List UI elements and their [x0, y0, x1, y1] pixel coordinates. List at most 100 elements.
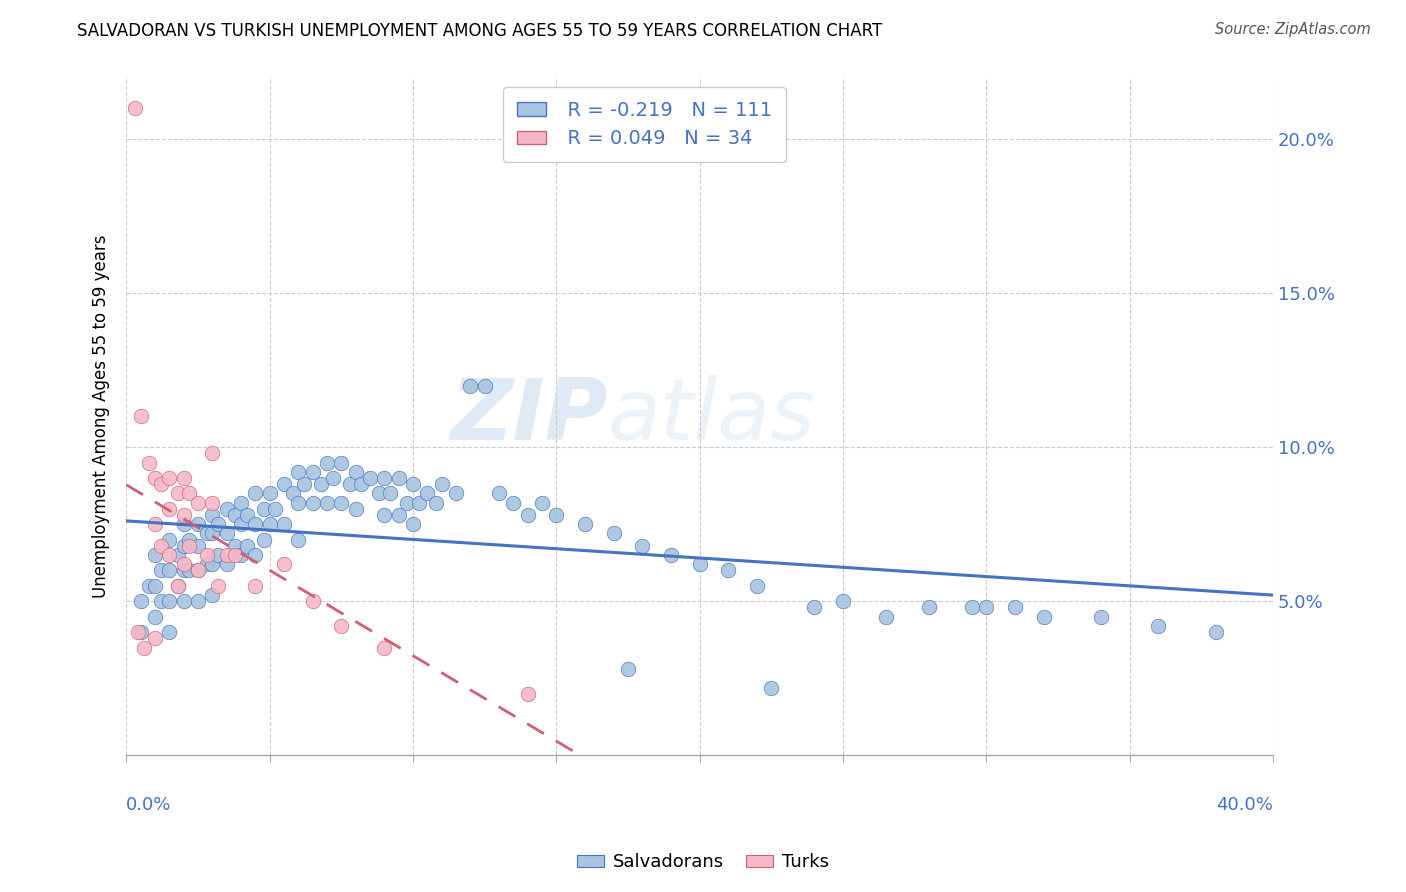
Legend:   R = -0.219   N = 111,   R = 0.049   N = 34: R = -0.219 N = 111, R = 0.049 N = 34 — [503, 87, 786, 162]
Point — [344, 501, 367, 516]
Point — [350, 477, 373, 491]
Point — [287, 465, 309, 479]
Point — [253, 501, 276, 516]
Point — [201, 496, 224, 510]
Point — [235, 508, 257, 522]
Point — [309, 477, 332, 491]
Point — [761, 681, 783, 695]
Point — [179, 486, 201, 500]
Point — [157, 471, 180, 485]
Point — [388, 508, 411, 522]
Point — [444, 486, 467, 500]
Point — [132, 640, 155, 655]
Point — [149, 594, 172, 608]
Point — [229, 496, 252, 510]
Point — [149, 477, 172, 491]
Point — [574, 517, 596, 532]
Point — [301, 496, 323, 510]
Point — [287, 496, 309, 510]
Point — [745, 579, 768, 593]
Point — [875, 609, 897, 624]
Point — [173, 508, 195, 522]
Point — [143, 609, 166, 624]
Point — [832, 594, 855, 608]
Text: ZIP: ZIP — [450, 375, 607, 458]
Point — [602, 526, 624, 541]
Point — [224, 508, 246, 522]
Point — [195, 558, 218, 572]
Point — [207, 548, 229, 562]
Point — [195, 526, 218, 541]
Point — [143, 579, 166, 593]
Point — [330, 496, 353, 510]
Point — [245, 486, 267, 500]
Point — [129, 625, 152, 640]
Point — [1032, 609, 1054, 624]
Point — [167, 486, 190, 500]
Text: SALVADORAN VS TURKISH UNEMPLOYMENT AMONG AGES 55 TO 59 YEARS CORRELATION CHART: SALVADORAN VS TURKISH UNEMPLOYMENT AMONG… — [77, 22, 883, 40]
Point — [1147, 619, 1170, 633]
Point — [430, 477, 453, 491]
Point — [458, 378, 481, 392]
Point — [373, 471, 395, 485]
Point — [173, 539, 195, 553]
Point — [1205, 625, 1227, 640]
Point — [143, 517, 166, 532]
Point — [1090, 609, 1112, 624]
Point — [253, 533, 276, 547]
Point — [201, 508, 224, 522]
Point — [502, 496, 524, 510]
Point — [124, 101, 146, 115]
Point — [322, 471, 344, 485]
Point — [173, 517, 195, 532]
Point — [631, 539, 654, 553]
Point — [689, 558, 711, 572]
Point — [187, 594, 209, 608]
Point — [179, 564, 201, 578]
Point — [143, 632, 166, 646]
Point — [187, 539, 209, 553]
Point — [157, 501, 180, 516]
Point — [157, 625, 180, 640]
Point — [215, 526, 238, 541]
Point — [149, 539, 172, 553]
Point — [474, 378, 496, 392]
Point — [138, 579, 160, 593]
Point — [138, 456, 160, 470]
Point — [201, 446, 224, 460]
Point — [378, 486, 401, 500]
Point — [516, 687, 538, 701]
Point — [717, 564, 740, 578]
Point — [207, 579, 229, 593]
Point — [245, 579, 267, 593]
Point — [235, 539, 257, 553]
Point — [143, 548, 166, 562]
Point — [173, 471, 195, 485]
Point — [402, 477, 425, 491]
Point — [546, 508, 568, 522]
Point — [264, 501, 287, 516]
Text: 0.0%: 0.0% — [127, 796, 172, 814]
Y-axis label: Unemployment Among Ages 55 to 59 years: Unemployment Among Ages 55 to 59 years — [93, 235, 110, 599]
Point — [396, 496, 419, 510]
Point — [229, 517, 252, 532]
Point — [157, 594, 180, 608]
Legend: Salvadorans, Turks: Salvadorans, Turks — [569, 847, 837, 879]
Point — [245, 517, 267, 532]
Point — [316, 456, 339, 470]
Point — [187, 564, 209, 578]
Point — [367, 486, 389, 500]
Point — [373, 640, 395, 655]
Point — [344, 465, 367, 479]
Text: atlas: atlas — [607, 375, 815, 458]
Point — [1004, 600, 1026, 615]
Point — [339, 477, 361, 491]
Point — [259, 486, 281, 500]
Point — [918, 600, 941, 615]
Point — [201, 526, 224, 541]
Point — [187, 564, 209, 578]
Point — [373, 508, 395, 522]
Point — [316, 496, 339, 510]
Point — [195, 548, 218, 562]
Point — [129, 409, 152, 424]
